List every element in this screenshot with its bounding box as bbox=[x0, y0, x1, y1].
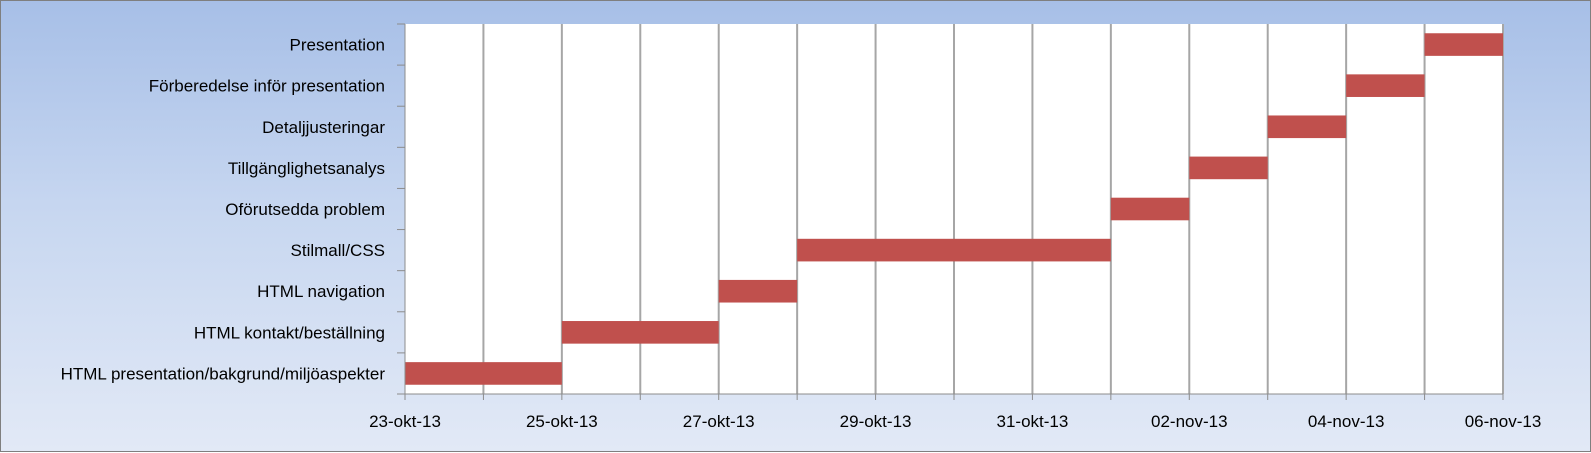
task-labels: HTML presentation/bakgrund/miljöaspekter… bbox=[61, 36, 386, 384]
x-tick-labels: 23-okt-13 25-okt-13 27-okt-13 29-okt-13 31-o… bbox=[369, 412, 1541, 431]
x-tick-label: 27-okt-13 bbox=[683, 412, 755, 431]
x-tick-label: 04-nov-13 bbox=[1308, 412, 1385, 431]
task-bars bbox=[405, 33, 1503, 385]
task-bar bbox=[797, 238, 1111, 262]
x-tick-label: 06-nov-13 bbox=[1465, 412, 1542, 431]
task-label: Detaljjusteringar bbox=[262, 118, 385, 137]
task-bar bbox=[405, 362, 562, 385]
task-label: HTML presentation/bakgrund/miljöaspekter bbox=[61, 364, 386, 383]
x-tick-label: 25-okt-13 bbox=[526, 412, 598, 431]
task-bar bbox=[1189, 156, 1268, 180]
task-label: Oförutsedda problem bbox=[225, 200, 385, 219]
task-label: HTML navigation bbox=[257, 282, 385, 301]
task-bar bbox=[1346, 74, 1425, 97]
task-label: Presentation bbox=[290, 36, 385, 55]
x-tick-label: 29-okt-13 bbox=[840, 412, 912, 431]
task-bar bbox=[1267, 115, 1347, 139]
task-label: Tillgänglighetsanalys bbox=[228, 159, 385, 178]
task-bar bbox=[718, 279, 798, 303]
x-tick-label: 31-okt-13 bbox=[997, 412, 1069, 431]
axes bbox=[397, 23, 1504, 400]
task-bar bbox=[1110, 197, 1190, 221]
task-label: Förberedelse inför presentation bbox=[149, 77, 385, 96]
task-label: Stilmall/CSS bbox=[291, 241, 385, 260]
task-label: HTML kontakt/beställning bbox=[194, 323, 385, 342]
task-bar bbox=[561, 321, 719, 344]
x-tick-label: 02-nov-13 bbox=[1151, 412, 1228, 431]
x-tick-label: 23-okt-13 bbox=[369, 412, 441, 431]
task-bar bbox=[1424, 33, 1503, 56]
